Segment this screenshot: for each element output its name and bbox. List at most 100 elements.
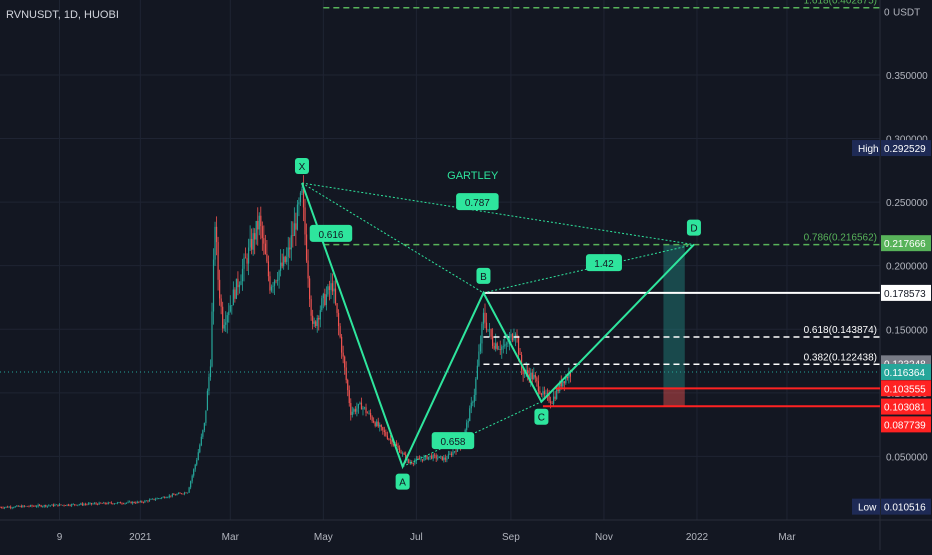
candle-body [307, 260, 309, 279]
x-tick-label: Mar [222, 532, 240, 543]
y-tick-label: 0.250000 [886, 198, 928, 209]
x-tick-label: 2022 [686, 532, 709, 543]
candle-body [51, 504, 53, 506]
candle-body [186, 492, 189, 494]
candle-body [25, 506, 27, 507]
y-tick-label: 0.200000 [886, 262, 928, 273]
candle-body [426, 455, 428, 460]
candle-body [420, 459, 422, 460]
candle-body [455, 451, 457, 452]
candle-body [122, 503, 125, 505]
candle-body [61, 504, 64, 506]
candle-body [371, 416, 373, 421]
candle-body [537, 381, 539, 392]
candle-body [164, 496, 166, 498]
candle-body [405, 454, 407, 461]
candle-body [109, 502, 111, 504]
pattern-point-label: B [480, 272, 487, 283]
candle-body [562, 381, 564, 387]
pattern-point-label: C [538, 413, 545, 424]
candle-body [254, 233, 256, 240]
price-tag-label: 0.103555 [884, 384, 926, 395]
candle-body [319, 310, 321, 320]
x-tick-label: 9 [57, 532, 63, 543]
candle-body [383, 430, 385, 433]
candle-body [546, 393, 549, 395]
candle-body [539, 391, 541, 394]
candle-body [345, 367, 347, 381]
candle-body [36, 506, 38, 507]
candle-body [247, 247, 250, 264]
x-tick-label: Jul [410, 532, 423, 543]
candle-body [470, 402, 472, 409]
candle-body [223, 324, 225, 329]
candle-body [376, 421, 378, 426]
candle-body [11, 507, 13, 509]
candle-body [380, 424, 382, 428]
candle-body [305, 234, 308, 261]
candle-body [173, 494, 175, 495]
price-tag-bg [881, 284, 931, 301]
candle-body [435, 455, 437, 459]
candle-body [299, 192, 302, 203]
candle-body [511, 334, 514, 341]
candle-body [208, 376, 210, 391]
candle-body [418, 458, 421, 460]
candle-body [362, 407, 364, 410]
price-tag-side-label: Low [858, 503, 877, 514]
candle-body [296, 204, 299, 230]
candle-body [23, 505, 26, 507]
candle-body [533, 374, 535, 380]
candle-body [144, 500, 146, 503]
pattern-legs [301, 182, 695, 470]
candle-body [353, 409, 355, 412]
candle-body [354, 409, 356, 412]
candle-body [310, 299, 312, 316]
candle-body [75, 504, 77, 506]
candle-body [554, 396, 556, 399]
candle-body [408, 459, 410, 463]
candle-body [22, 505, 24, 508]
candle-body [504, 344, 506, 347]
candle-body [10, 506, 12, 508]
candle-body [392, 444, 395, 445]
candle-body [379, 424, 381, 427]
x-tick-label: May [314, 532, 333, 543]
candle-body [467, 421, 469, 423]
candle-body [366, 412, 369, 414]
candle-body [370, 413, 372, 417]
candle-body [136, 501, 138, 504]
candle-body [281, 262, 283, 267]
candle-body [251, 238, 253, 250]
candle-body [499, 348, 501, 350]
pattern-ratio-line [301, 182, 484, 294]
candle-body [519, 353, 521, 355]
candle-body [264, 243, 266, 255]
candle-body [556, 389, 558, 399]
candle-body [209, 366, 212, 377]
candle-body [316, 317, 318, 327]
candle-body [87, 503, 90, 505]
candle-body [414, 461, 416, 464]
candle-body [135, 502, 137, 504]
candle-body [180, 493, 183, 494]
candle-body [214, 226, 216, 260]
candle-body [472, 402, 474, 403]
candle-body [270, 286, 273, 291]
candle-body [240, 281, 242, 285]
price-tag-side-bg [852, 498, 880, 515]
level-label: 0.618(0.143874) [804, 325, 877, 336]
candle-body [560, 382, 562, 387]
candle-body [237, 278, 239, 288]
candle-body [365, 407, 367, 413]
candle-body [450, 453, 453, 456]
candle-body [543, 391, 546, 395]
candle-body [527, 369, 529, 374]
candle-body [154, 499, 157, 500]
candle-body [327, 286, 329, 295]
candle-body [482, 312, 485, 324]
candle-body [156, 498, 158, 500]
